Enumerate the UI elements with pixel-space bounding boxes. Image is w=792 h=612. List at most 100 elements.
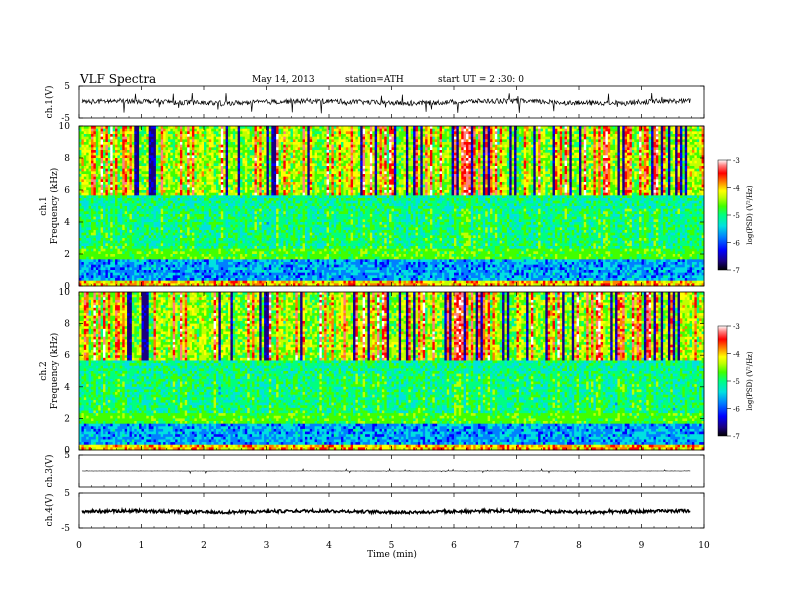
- spectrogram-cell: [223, 142, 226, 145]
- spectrogram-cell: [223, 214, 226, 217]
- spectrogram-cell: [91, 142, 94, 145]
- spectrogram-cell: [173, 254, 176, 257]
- spectrogram-cell: [110, 238, 113, 241]
- spectrogram-cell: [168, 195, 171, 198]
- spectrogram-cell: [113, 198, 116, 201]
- spectrogram-cell: [84, 225, 87, 228]
- spectrogram-cell: [233, 206, 236, 209]
- spectrogram-cell: [180, 278, 183, 281]
- spectrogram-cell: [93, 211, 96, 214]
- spectrogram-cell: [161, 147, 164, 150]
- spectrogram-cell: [221, 227, 224, 230]
- spectrogram-cell: [235, 126, 238, 129]
- spectrogram-cell: [98, 259, 101, 262]
- spectrogram-cell: [223, 209, 226, 212]
- spectrogram-cell: [221, 257, 224, 260]
- spectrogram-cell: [242, 203, 245, 206]
- spectrogram-cell: [105, 147, 108, 150]
- spectrogram-cell: [204, 131, 207, 134]
- spectrogram-cell: [96, 249, 99, 252]
- spectrogram-cell: [247, 171, 250, 174]
- spectrogram-cell: [211, 145, 214, 148]
- spectrogram-cell: [204, 179, 207, 182]
- spectrogram-cell: [180, 211, 183, 214]
- spectrogram-cell: [79, 273, 82, 276]
- spectrogram-cell: [158, 265, 161, 268]
- spectrogram-cell: [182, 150, 185, 153]
- spectrogram-cell: [202, 161, 205, 164]
- spectrogram-cell: [132, 281, 135, 284]
- spectrogram-cell: [197, 137, 200, 140]
- spectrogram-cell: [202, 193, 205, 196]
- spectrogram-cell: [93, 177, 96, 180]
- spectrogram-cell: [223, 163, 226, 166]
- spectrogram-cell: [108, 187, 111, 190]
- spectrogram-cell: [209, 171, 212, 174]
- spectrogram-cell: [202, 182, 205, 185]
- spectrogram-cell: [185, 243, 188, 246]
- spectrogram-cell: [151, 238, 154, 241]
- spectrogram-cell: [194, 270, 197, 273]
- spectrogram-cell: [132, 179, 135, 182]
- spectrogram-cell: [134, 137, 137, 140]
- spectrogram-cell: [149, 262, 152, 265]
- spectrogram-cell: [218, 193, 221, 196]
- spectrogram-cell: [228, 251, 231, 254]
- spectrogram-cell: [125, 227, 128, 230]
- spectrogram-cell: [149, 233, 152, 236]
- spectrogram-cell: [89, 217, 92, 220]
- spectrogram-cell: [161, 187, 164, 190]
- spectrogram-cell: [233, 219, 236, 222]
- spectrogram-cell: [242, 267, 245, 270]
- spectrogram-cell: [154, 278, 157, 281]
- spectrogram-cell: [137, 241, 140, 244]
- spectrogram-cell: [180, 142, 183, 145]
- spectrogram-cell: [84, 251, 87, 254]
- spectrogram-cell: [117, 211, 120, 214]
- spectrogram-cell: [166, 190, 169, 193]
- spectrogram-cell: [139, 134, 142, 137]
- spectrogram-cell: [218, 222, 221, 225]
- spectrogram-cell: [154, 147, 157, 150]
- spectrogram-cell: [103, 265, 106, 268]
- spectrogram-cell: [242, 214, 245, 217]
- spectrogram-cell: [161, 195, 164, 198]
- spectrogram-cell: [221, 230, 224, 233]
- spectrogram-cell: [120, 233, 123, 236]
- spectrogram-cell: [151, 145, 154, 148]
- spectrogram-cell: [154, 126, 157, 129]
- spectrogram-cell: [161, 281, 164, 284]
- spectrogram-cell: [79, 193, 82, 196]
- spectrogram-cell: [216, 137, 219, 140]
- spectrogram-cell: [103, 147, 106, 150]
- spectrogram-cell: [98, 134, 101, 137]
- spectrogram-cell: [245, 241, 248, 244]
- spectrogram-cell: [144, 243, 147, 246]
- spectrogram-cell: [233, 243, 236, 246]
- spectrogram-cell: [223, 126, 226, 129]
- spectrogram-cell: [113, 195, 116, 198]
- spectrogram-cell: [221, 169, 224, 172]
- spectrogram-cell: [211, 265, 214, 268]
- spectrogram-cell: [125, 254, 128, 257]
- spectrogram-cell: [163, 187, 166, 190]
- spectrogram-cell: [120, 265, 123, 268]
- spectrogram-cell: [96, 257, 99, 260]
- spectrogram-cell: [192, 166, 195, 169]
- spectrogram-cell: [240, 147, 243, 150]
- spectrogram-cell: [214, 251, 217, 254]
- spectrogram-cell: [127, 153, 130, 156]
- spectrogram-cell: [192, 203, 195, 206]
- spectrogram-cell: [180, 193, 183, 196]
- spectrogram-cell: [223, 137, 226, 140]
- spectrogram-cell: [180, 273, 183, 276]
- spectrogram-cell: [134, 131, 137, 134]
- spectrogram-cell: [235, 241, 238, 244]
- spectrogram-cell: [223, 185, 226, 188]
- spectrogram-cell: [144, 246, 147, 249]
- spectrogram-cell: [230, 145, 233, 148]
- spectrogram-cell: [151, 131, 154, 134]
- spectrogram-cell: [101, 147, 104, 150]
- spectrogram-cell: [240, 155, 243, 158]
- spectrogram-cell: [168, 235, 171, 238]
